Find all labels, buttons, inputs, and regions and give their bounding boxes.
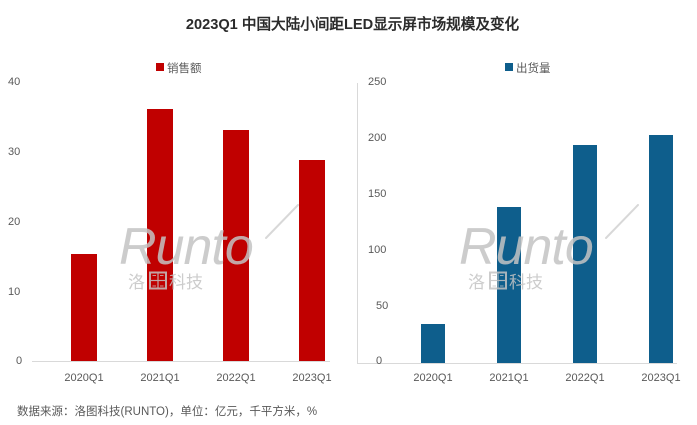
svg-text:洛: 洛 xyxy=(468,273,485,292)
svg-text:洛: 洛 xyxy=(128,273,145,292)
svg-text:科技: 科技 xyxy=(169,273,203,292)
